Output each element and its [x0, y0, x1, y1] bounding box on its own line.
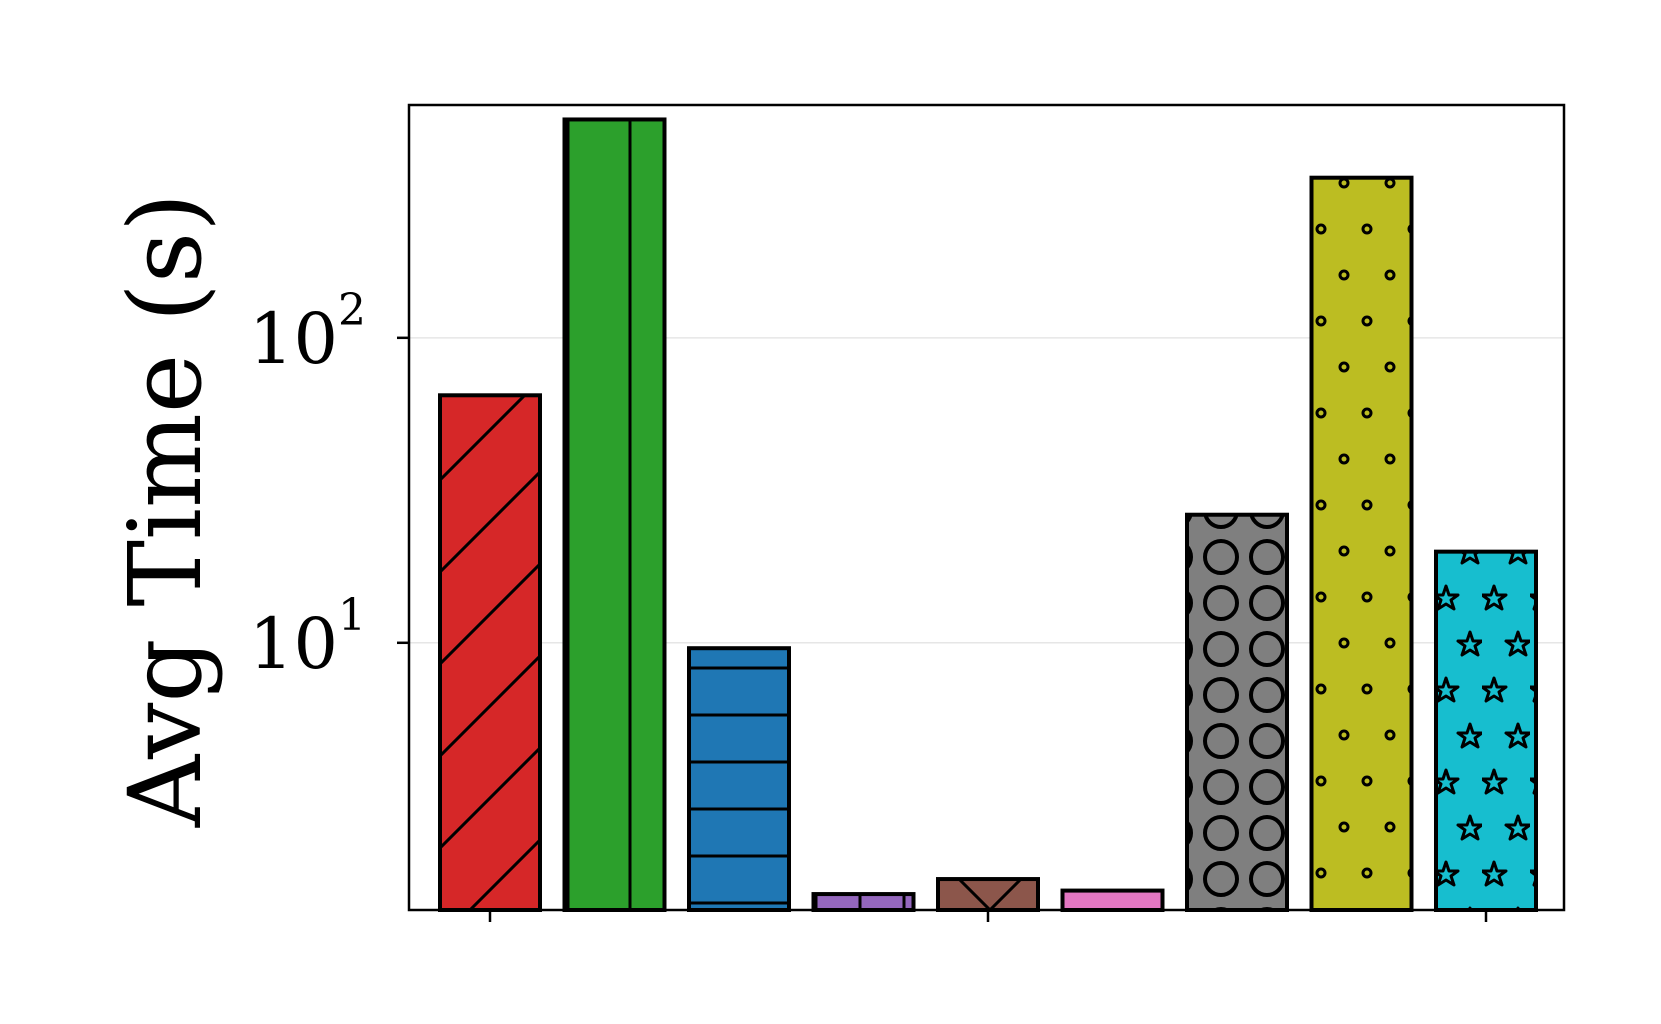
- bar-6: [1060, 888, 1165, 913]
- y-ticks: 101 102: [249, 285, 409, 685]
- bars: [438, 117, 1538, 913]
- bar-9: [1434, 549, 1538, 912]
- bar-5: [936, 877, 1040, 913]
- x-ticks: [488, 910, 1488, 922]
- bar-3: [687, 646, 791, 912]
- bar-7: [1185, 512, 1289, 913]
- plot-frame: [407, 103, 1566, 912]
- bar-8: [1309, 175, 1414, 912]
- y-axis-label: Avg Time (s): [107, 193, 224, 828]
- bar-4: [811, 892, 916, 912]
- bar-2: [562, 117, 667, 912]
- y-tick-label-1: 102: [249, 285, 366, 380]
- y-tick-label-0: 101: [249, 590, 366, 685]
- bar-1: [438, 393, 542, 913]
